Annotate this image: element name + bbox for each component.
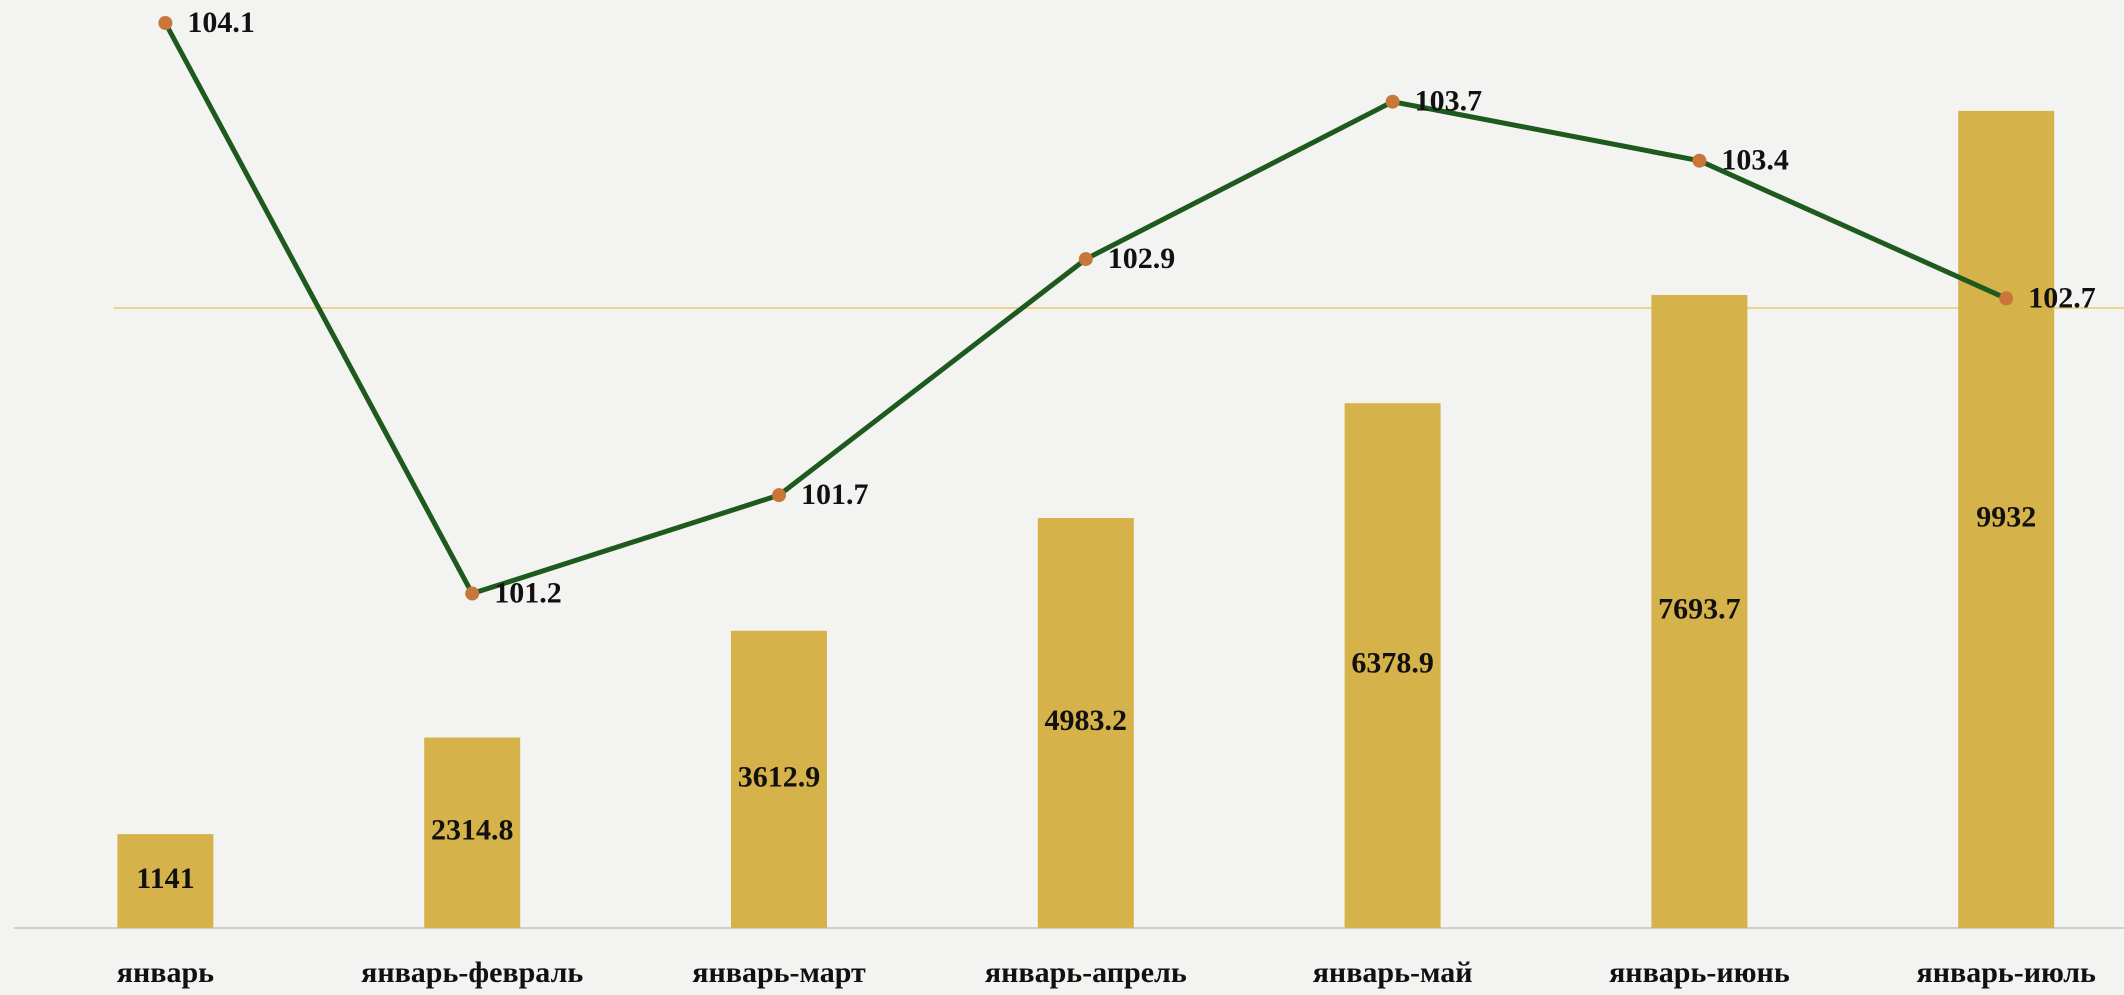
x-tick-label: январь-февраль bbox=[361, 956, 583, 989]
bar bbox=[1344, 403, 1441, 928]
bar bbox=[1651, 295, 1748, 928]
line-marker bbox=[772, 488, 786, 503]
x-tick-label: январь-июнь bbox=[1609, 956, 1790, 989]
bar bbox=[731, 630, 827, 928]
bar bbox=[1958, 110, 2055, 929]
bar-value-label: 4983.2 bbox=[1045, 704, 1128, 737]
bar-value-label: 1141 bbox=[136, 862, 194, 895]
bar bbox=[117, 834, 214, 928]
line-marker bbox=[158, 16, 173, 30]
bar-value-label: 7693.7 bbox=[1658, 592, 1741, 625]
line-marker bbox=[1692, 153, 1707, 168]
bar bbox=[424, 737, 521, 928]
x-tick-label: январь-апрель bbox=[985, 956, 1187, 989]
line-value-label: 102.9 bbox=[1108, 242, 1176, 275]
bar-value-label: 2314.8 bbox=[431, 814, 514, 847]
x-tick-label: январь-май bbox=[1313, 956, 1473, 989]
bar-value-label: 6378.9 bbox=[1351, 646, 1434, 679]
line-value-label: 104.1 bbox=[187, 6, 255, 39]
bar bbox=[1037, 518, 1134, 928]
line-value-label: 103.4 bbox=[1721, 144, 1789, 177]
line-value-label: 101.7 bbox=[801, 478, 869, 511]
x-tick-label: январь-март bbox=[692, 956, 866, 989]
x-tick-label: январь-июль bbox=[1916, 956, 2096, 989]
line-marker bbox=[465, 586, 480, 601]
bar-value-label: 9932 bbox=[1976, 500, 2036, 533]
line-value-label: 102.7 bbox=[2028, 281, 2096, 314]
x-tick-label: январь bbox=[117, 956, 214, 989]
line-value-label: 101.2 bbox=[494, 576, 562, 609]
bar-value-label: 3612.9 bbox=[738, 760, 821, 793]
line-marker bbox=[1078, 252, 1093, 267]
line-marker bbox=[1385, 94, 1400, 109]
line-value-label: 103.7 bbox=[1415, 85, 1483, 118]
line-marker bbox=[1999, 291, 2014, 306]
